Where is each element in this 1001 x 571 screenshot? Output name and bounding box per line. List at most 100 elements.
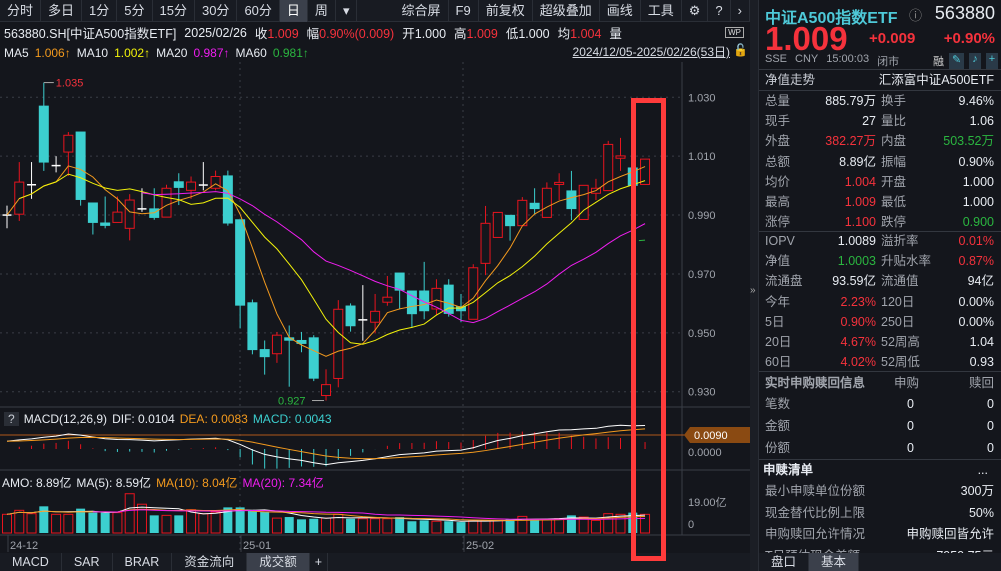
period-tab-9[interactable]: ▾ (336, 0, 358, 22)
candle (578, 184, 589, 220)
stat-row-cell-3: 1.04 (969, 335, 994, 349)
amount-bar (382, 518, 393, 534)
amo-value: AMO: 8.89亿 (2, 476, 72, 490)
candle (51, 156, 61, 173)
nav-trend-link[interactable]: 净值走势 (765, 73, 816, 87)
candle (321, 369, 332, 401)
candle (468, 264, 479, 320)
amount-bar (321, 517, 332, 534)
period-tab-5[interactable]: 30分 (195, 0, 238, 22)
period-tab-7[interactable]: 日 (279, 0, 308, 22)
toolbar-spacer (357, 0, 394, 22)
amount-axis-zero: 0 (688, 519, 694, 531)
creation-row-value: 300万 (960, 484, 994, 498)
period-tab-4[interactable]: 15分 (153, 0, 195, 22)
period-tab-2[interactable]: 1分 (82, 0, 118, 22)
candle (492, 211, 503, 238)
high-label: 高 (454, 27, 467, 41)
stat-row-cell-1: 1.0003 (837, 254, 876, 269)
lock-icon[interactable]: 🔓 (733, 43, 748, 57)
ma20-value: 0.987↑ (193, 45, 230, 60)
kline-chart[interactable]: 1.030 1.010 0.990 0.970 0.950 0.930 24-12 25-01… (0, 62, 750, 553)
stat-row-cell-1: 885.79万 (825, 94, 876, 108)
gear-icon[interactable]: ⚙ (682, 0, 709, 22)
candle (333, 300, 344, 388)
stat-row-cell-1: 27 (862, 114, 876, 129)
amount-bar (39, 506, 49, 533)
period-tab-0[interactable]: 分时 (0, 0, 42, 22)
stat-row: 流通盘 93.59亿 流通值 94亿 (759, 271, 1001, 291)
amount-bar (210, 511, 221, 534)
wp-icon[interactable]: WP (725, 27, 744, 38)
stat-row-cell-0: 外盘 (765, 134, 791, 149)
volume-label: 量 (609, 27, 622, 41)
indicator-tab-3[interactable]: 资金流向 (172, 553, 248, 571)
stat-row-cell-2: 升贴水率 (881, 254, 932, 269)
stat-row-cell-2: 最低 (881, 195, 907, 209)
help-icon[interactable]: ? (4, 412, 19, 426)
candle (63, 132, 74, 176)
indicator-tab-2[interactable]: BRAR (113, 553, 173, 571)
stat-row-cell-3: 503.52万 (943, 134, 994, 149)
bell-icon[interactable]: ♪ (969, 53, 981, 69)
ma5-label: MA5 (4, 45, 29, 60)
period-tab-6[interactable]: 60分 (237, 0, 280, 22)
alert-icon[interactable]: ⓘ (909, 8, 923, 23)
stat-row: 现手 27 量比 1.06 (759, 111, 1001, 131)
candle-body (455, 306, 466, 312)
amount-bar (174, 515, 184, 533)
edit-icon[interactable]: ✎ (949, 53, 965, 69)
date-label: 2025/02/26 (184, 25, 247, 40)
price-change-pct: +0.90% (943, 30, 995, 47)
candle-body (75, 131, 86, 200)
stat-row-cell-3: 1.06 (969, 114, 994, 129)
toolbar-button-5[interactable]: 工具 (641, 0, 682, 22)
stat-row: 60日 4.02% 52周低 0.93 (759, 352, 1001, 372)
panel-tabs: 盘口 基本 (759, 553, 1001, 571)
indicator-tab-1[interactable]: SAR (62, 553, 113, 571)
candle (345, 303, 356, 332)
amo-ma5-value: MA(5): 8.59亿 (76, 476, 152, 490)
panel-tab-0[interactable]: 盘口 (759, 553, 810, 571)
candle-body (247, 302, 258, 351)
candle (284, 325, 295, 387)
ma5-line (6, 165, 646, 357)
x-tick-label: 25-02 (466, 540, 494, 552)
collapse-panel-button[interactable]: » (750, 0, 758, 571)
ma20-line (141, 191, 646, 324)
candle (2, 205, 12, 229)
period-tab-3[interactable]: 5分 (117, 0, 153, 22)
toolbar-button-4[interactable]: 画线 (600, 0, 641, 22)
ma20-label: MA20 (156, 45, 188, 60)
stat-row-cell-0: 净值 (765, 254, 791, 269)
candle-body (492, 211, 503, 238)
toolbar-button-0[interactable]: 综合屏 (395, 0, 449, 22)
chevron-right-icon[interactable]: › (731, 0, 750, 22)
stat-row-cell-0: 涨停 (765, 215, 791, 230)
add-icon[interactable]: + (985, 53, 999, 69)
toolbar-button-3[interactable]: 超级叠加 (533, 0, 600, 22)
stat-row-cell-1: 93.59亿 (832, 274, 876, 289)
stat-row-cell-0: 均价 (765, 174, 791, 189)
panel-tab-1[interactable]: 基本 (809, 553, 860, 571)
amount-bar (284, 517, 294, 533)
date-range-link[interactable]: 2024/12/05-2025/02/26(53日) (572, 45, 730, 59)
period-tab-1[interactable]: 多日 (41, 0, 83, 22)
indicator-tab-0[interactable]: MACD (0, 553, 62, 571)
toolbar-button-2[interactable]: 前复权 (479, 0, 533, 22)
realtime-row-label: 份额 (765, 440, 791, 455)
candle-body (112, 211, 123, 223)
add-tab-icon[interactable]: + (310, 553, 329, 571)
realtime-row-label: 笔数 (765, 397, 791, 411)
candle-body (370, 310, 381, 323)
indicator-tab-4[interactable]: 成交额 (247, 553, 310, 571)
indicator-tabs: MACD SAR BRAR 资金流向 成交额 + (0, 553, 750, 571)
candle-body (186, 181, 197, 191)
more-button[interactable]: ... (977, 463, 988, 477)
toolbar-button-1[interactable]: F9 (449, 0, 479, 22)
amount-bar (456, 522, 466, 533)
candle (431, 279, 442, 316)
period-tab-8[interactable]: 周 (308, 0, 336, 22)
help-icon[interactable]: ? (708, 0, 731, 22)
creation-row-label: 申购赎回允许情况 (765, 527, 866, 541)
